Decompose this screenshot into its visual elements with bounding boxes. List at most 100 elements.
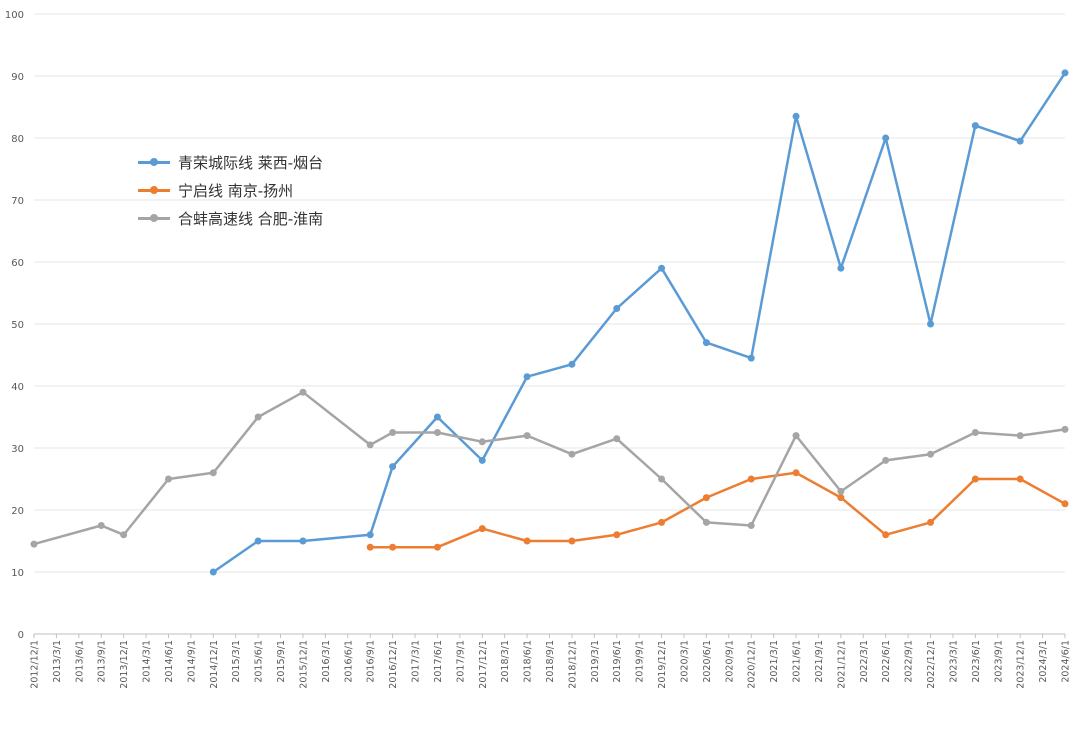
data-point — [209, 568, 217, 576]
data-point — [613, 435, 621, 443]
x-tick-label: 2022/3/1 — [859, 640, 870, 683]
x-tick-label: 2017/12/1 — [478, 640, 489, 689]
gridlines — [34, 13, 1065, 635]
data-point — [971, 475, 979, 483]
data-point — [702, 339, 710, 347]
data-point — [433, 543, 441, 551]
legend-item: 宁启线 南京-扬州 — [138, 176, 323, 204]
x-tick-label: 2020/9/1 — [724, 640, 735, 683]
series-points — [30, 69, 1069, 576]
data-point — [702, 518, 710, 526]
data-point — [1016, 475, 1024, 483]
x-tick-label: 2016/12/1 — [388, 640, 399, 689]
x-tick-label: 2017/6/1 — [433, 640, 444, 683]
y-tick-label: 10 — [11, 568, 24, 579]
x-tick-label: 2016/9/1 — [366, 640, 377, 683]
data-point — [433, 429, 441, 436]
x-tick-label: 2014/6/1 — [164, 640, 175, 683]
data-point — [389, 463, 397, 471]
data-point — [971, 429, 979, 436]
x-tick-label: 2013/9/1 — [97, 640, 108, 683]
x-tick-label: 2022/6/1 — [881, 640, 892, 683]
x-tick-label: 2015/9/1 — [276, 640, 287, 683]
data-point — [568, 360, 576, 368]
series-line-0 — [212, 72, 1067, 574]
x-tick-label: 2015/6/1 — [254, 640, 265, 683]
data-point — [209, 469, 217, 477]
legend-swatch — [138, 156, 170, 168]
data-point — [1016, 137, 1024, 145]
x-tick-label: 2023/6/1 — [971, 640, 982, 683]
data-point — [254, 413, 262, 421]
series-line-2 — [33, 390, 1066, 546]
x-tick-label: 2015/3/1 — [231, 640, 242, 683]
x-tick-label: 2018/6/1 — [523, 640, 534, 683]
x-tick-label: 2019/6/1 — [612, 640, 623, 683]
x-tick-label: 2019/12/1 — [657, 640, 668, 689]
data-point — [433, 413, 441, 421]
x-tick-label: 2020/6/1 — [702, 640, 713, 683]
x-tick-label: 2020/3/1 — [679, 640, 690, 683]
data-point — [120, 531, 128, 539]
data-point — [366, 543, 374, 551]
data-point — [927, 518, 935, 526]
x-tick-label: 2024/6/1 — [1061, 640, 1072, 683]
data-point — [299, 537, 307, 545]
data-point — [702, 494, 710, 502]
data-point — [882, 456, 890, 464]
x-tick-label: 2021/6/1 — [792, 640, 803, 683]
data-point — [523, 537, 531, 545]
data-point — [478, 438, 486, 446]
x-tick-label: 2020/12/1 — [747, 640, 758, 689]
data-point — [1061, 500, 1069, 508]
x-tick-label: 2014/3/1 — [142, 640, 153, 683]
y-tick-label: 0 — [18, 630, 24, 641]
data-point — [299, 388, 307, 396]
x-tick-label: 2019/9/1 — [635, 640, 646, 683]
data-point — [658, 475, 666, 483]
x-tick-label: 2023/3/1 — [948, 640, 959, 683]
data-point — [927, 320, 935, 328]
legend-label: 合蚌高速线 合肥-淮南 — [178, 209, 324, 228]
data-point — [366, 531, 374, 539]
y-tick-label: 90 — [11, 72, 24, 83]
x-tick-label: 2022/9/1 — [904, 640, 915, 683]
data-point — [837, 264, 845, 272]
legend-marker — [150, 186, 158, 194]
data-point — [882, 134, 890, 142]
x-tick-label: 2021/9/1 — [814, 640, 825, 683]
y-tick-label: 80 — [11, 134, 24, 145]
data-point — [389, 429, 397, 436]
data-point — [747, 475, 755, 483]
data-point — [366, 441, 374, 449]
x-tick-label: 2013/12/1 — [119, 640, 130, 689]
data-point — [792, 432, 800, 440]
y-tick-label: 50 — [11, 320, 24, 331]
x-tick-label: 2013/3/1 — [52, 640, 63, 683]
data-point — [613, 531, 621, 539]
data-point — [1016, 432, 1024, 440]
x-tick-label: 2019/3/1 — [590, 640, 601, 683]
legend-label: 宁启线 南京-扬州 — [178, 181, 294, 200]
data-point — [613, 305, 621, 312]
data-point — [523, 373, 531, 381]
y-tick-label: 30 — [11, 444, 24, 455]
x-axis-tick-labels: 2012/12/1 2013/3/1 2013/6/1 2013/9/1 2013/12… — [30, 634, 1072, 689]
data-point — [478, 456, 486, 464]
data-point — [792, 112, 800, 120]
x-tick-label: 2014/9/1 — [186, 640, 197, 683]
data-point — [389, 543, 397, 551]
x-tick-label: 2021/12/1 — [836, 640, 847, 689]
y-tick-label: 60 — [11, 258, 24, 269]
x-tick-label: 2016/6/1 — [343, 640, 354, 683]
data-point — [523, 432, 531, 440]
chart-legend: 青荣城际线 莱西-烟台 宁启线 南京-扬州 合蚌高速线 合肥-淮南 — [138, 148, 323, 232]
data-point — [971, 122, 979, 130]
legend-swatch — [138, 184, 170, 196]
data-point — [837, 487, 845, 495]
data-point — [792, 469, 800, 477]
x-tick-label: 2016/3/1 — [321, 640, 332, 683]
y-axis-tick-labels: 0 10 20 30 40 50 60 70 80 90 100 — [5, 10, 24, 641]
data-point — [837, 494, 845, 502]
